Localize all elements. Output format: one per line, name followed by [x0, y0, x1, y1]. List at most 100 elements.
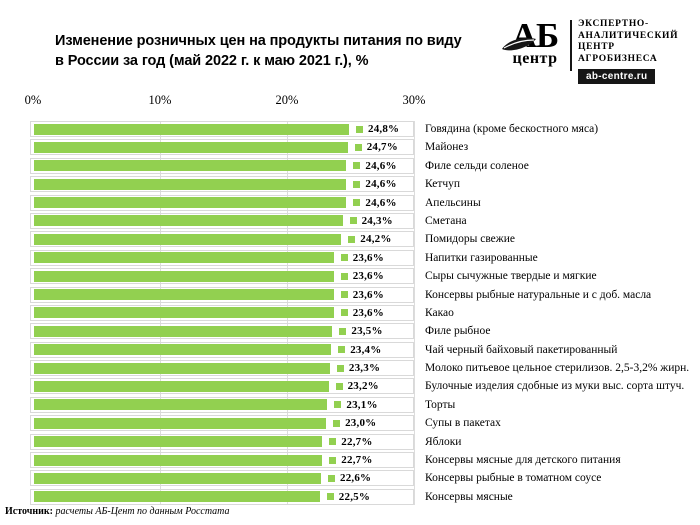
value-label: 24,6%	[365, 159, 397, 172]
bar-row: 22,7% Консервы мясные для детского питани…	[30, 452, 695, 469]
source-note: Источник: расчеты АБ-Цент по данным Росс…	[5, 506, 230, 517]
value-label: 23,6%	[352, 270, 384, 283]
chart-title: Изменение розничных цен на продукты пита…	[55, 31, 462, 71]
value-label: 23,6%	[352, 306, 384, 319]
bar-track: 23,1%	[30, 396, 414, 413]
legend-key-icon	[339, 327, 347, 335]
bar-track: 22,6%	[30, 470, 414, 487]
source-label: Источник:	[5, 506, 53, 517]
legend-key-icon	[353, 162, 361, 170]
value-label: 22,6%	[340, 472, 372, 485]
category-label: Чай черный байховый пакетированный	[425, 343, 618, 356]
bar	[34, 325, 333, 337]
bar	[34, 436, 323, 448]
bar-row: 24,8% Говядина (кроме бескостного мяса)	[30, 121, 695, 137]
bar-track: 24,2%	[30, 231, 414, 248]
bar-track: 23,6%	[30, 304, 414, 321]
legend-key-icon	[326, 493, 334, 501]
value-label: 23,3%	[348, 362, 381, 375]
legend-key-icon	[340, 254, 348, 262]
x-tick-20: 20%	[275, 93, 299, 107]
legend-key-icon	[340, 309, 348, 317]
logo-site-badge: ab-centre.ru	[578, 69, 656, 84]
bar-row: 23,5% Филе рыбное	[30, 323, 695, 340]
bar	[34, 399, 328, 411]
legend-key-icon	[353, 199, 361, 207]
bar-track: 24,6%	[30, 176, 414, 193]
bar-track: 23,3%	[30, 360, 414, 377]
value-label: 23,1%	[346, 398, 378, 411]
x-tick-0: 0%	[24, 93, 42, 107]
gridline-30pct	[414, 121, 415, 505]
logo-tagline: ЭКСПЕРТНО- АНАЛИТИЧЕСКИЙ ЦЕНТР АГРОБИЗНЕ…	[578, 19, 678, 65]
value-label: 24,6%	[365, 196, 397, 209]
bar-track: 24,8%	[30, 121, 414, 137]
bar	[34, 491, 320, 503]
legend-key-icon	[328, 474, 335, 482]
bar-row: 23,4% Чай черный байховый пакетированный	[30, 341, 695, 358]
category-label: Консервы рыбные натуральные и с доб. мас…	[425, 288, 652, 301]
x-axis: 0% 10% 20% 30%	[25, 93, 426, 108]
value-label: 24,7%	[366, 141, 398, 154]
bar-track: 24,7%	[30, 139, 414, 156]
legend-key-icon	[340, 291, 348, 299]
logo-word: центр	[512, 50, 558, 67]
category-label: Какао	[425, 306, 454, 319]
legend-key-icon	[329, 456, 337, 464]
bar-row: 24,3% Сметана	[30, 212, 695, 229]
bar-track: 23,6%	[30, 268, 414, 285]
bar	[34, 141, 348, 153]
bar	[34, 178, 347, 190]
bar-track: 23,2%	[30, 378, 414, 395]
bar	[34, 160, 347, 172]
value-label: 22,7%	[341, 454, 373, 467]
value-label: 24,8%	[368, 123, 400, 135]
legend-key-icon	[333, 419, 341, 427]
legend-key-icon	[329, 438, 337, 446]
legend-key-icon	[338, 346, 346, 354]
legend-key-icon	[335, 382, 343, 390]
bar	[34, 233, 342, 245]
category-label: Говядина (кроме бескостного мяса)	[425, 123, 599, 135]
bar	[34, 454, 323, 466]
bar	[34, 362, 330, 374]
bar-track: 23,4%	[30, 341, 414, 358]
value-label: 23,2%	[347, 380, 379, 393]
category-label: Консервы мясные	[425, 490, 513, 503]
logo-tagline-block: ЭКСПЕРТНО- АНАЛИТИЧЕСКИЙ ЦЕНТР АГРОБИЗНЕ…	[578, 19, 678, 84]
category-label: Филе сельди соленое	[425, 159, 529, 172]
chart-title-line1: Изменение розничных цен на продукты пита…	[55, 33, 462, 49]
legend-key-icon	[348, 235, 356, 243]
ab-centre-logo: АБ центр ЭКСПЕРТНО- АНАЛИТИЧЕСКИЙ ЦЕНТР …	[502, 18, 678, 84]
bar	[34, 472, 321, 484]
bar-row: 23,6% Сыры сычужные твердые и мягкие	[30, 268, 695, 285]
bar	[34, 289, 334, 301]
value-label: 23,6%	[352, 251, 384, 264]
bar-track: 24,6%	[30, 194, 414, 211]
bar-row: 24,6% Кетчуп	[30, 176, 695, 193]
bar-row: 23,0% Супы в пакетах	[30, 415, 695, 432]
bar-row: 23,3% Молоко питьевое цельное стерилизов.…	[30, 360, 695, 377]
bar-row: 22,5% Консервы мясные	[30, 488, 695, 505]
x-tick-10: 10%	[148, 93, 172, 107]
bar-row: 24,7% Майонез	[30, 139, 695, 156]
bar	[34, 307, 334, 319]
category-label: Молоко питьевое цельное стерилизов. 2,5-…	[425, 362, 690, 375]
category-label: Филе рыбное	[425, 325, 491, 338]
bar	[34, 417, 327, 429]
value-label: 24,2%	[360, 233, 392, 246]
bar-track: 23,6%	[30, 286, 414, 303]
bar	[34, 344, 332, 356]
source-text: расчеты АБ-Цент по данным Росстата	[55, 506, 230, 517]
leaf-icon	[502, 38, 536, 51]
bar	[34, 252, 334, 264]
legend-key-icon	[354, 143, 362, 151]
value-label: 24,6%	[365, 178, 397, 191]
legend-key-icon	[340, 272, 348, 280]
logo-tagline-line2: АНАЛИТИЧЕСКИЙ	[578, 30, 679, 41]
bar-rows: 24,8% Говядина (кроме бескостного мяса) 24…	[30, 121, 695, 505]
bar-row: 23,6% Консервы рыбные натуральные и с доб…	[30, 286, 695, 303]
category-label: Кетчуп	[425, 178, 461, 191]
logo-divider	[570, 20, 572, 71]
